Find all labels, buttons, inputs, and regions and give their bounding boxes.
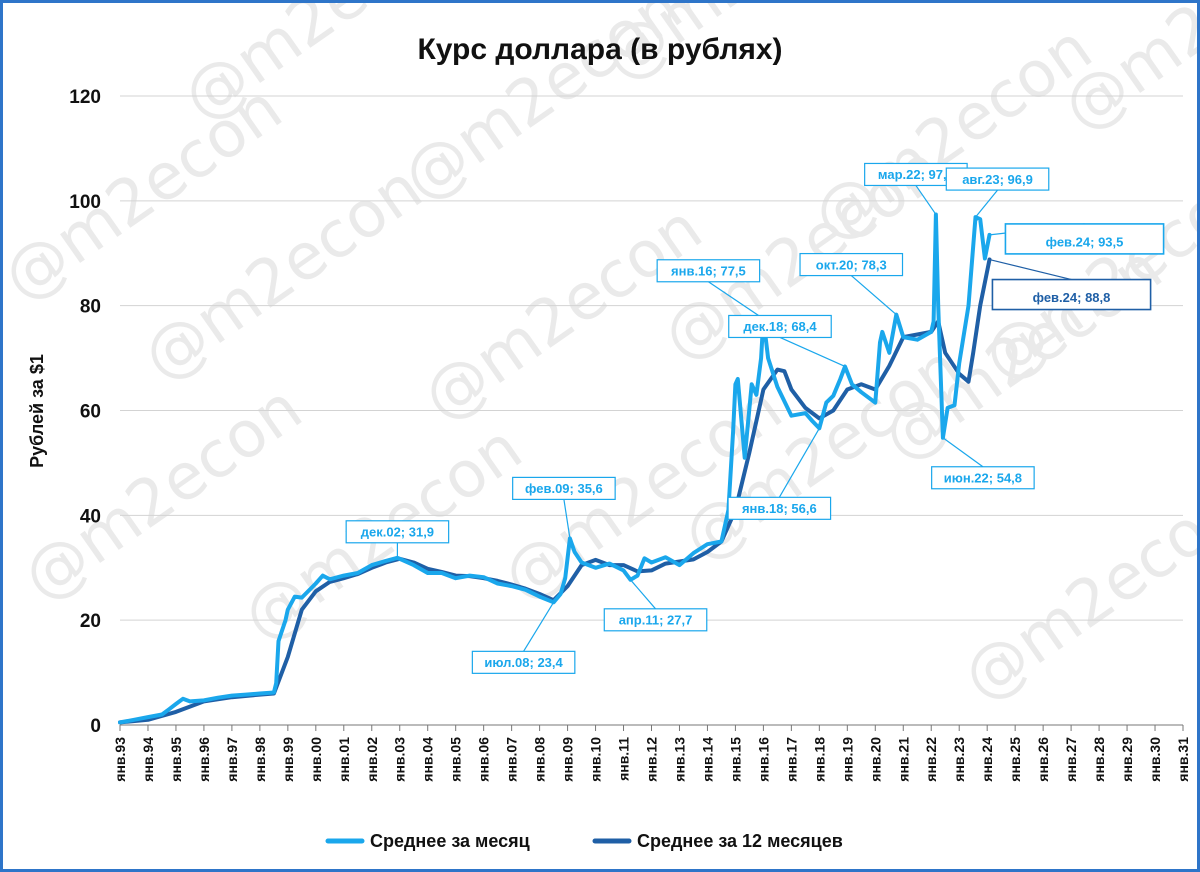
y-tick-label: 60 <box>80 402 101 423</box>
annotation-box <box>727 496 832 520</box>
chart-title: Курс доллара (в рублях) <box>417 33 782 66</box>
annotation-label: окт.20; 78,3 <box>816 257 887 272</box>
x-tick-label: янв.14 <box>699 737 715 782</box>
x-tick-label: янв.19 <box>839 737 855 782</box>
x-tick-label: янв.26 <box>1035 737 1051 782</box>
annotation-leader <box>630 579 656 610</box>
x-tick-label: янв.08 <box>532 737 548 782</box>
watermark-text: @m2econ <box>170 3 476 136</box>
annotation-label: фев.09; 35,6 <box>525 481 603 496</box>
annotation-leader <box>523 602 555 652</box>
annotation-box <box>799 252 904 277</box>
x-tick-label: янв.03 <box>392 737 408 782</box>
annotation-label: янв.16; 77,5 <box>671 263 746 278</box>
legend-label: Среднее за 12 месяцев <box>637 831 843 851</box>
x-tick-label: янв.12 <box>644 737 660 782</box>
y-tick-label: 100 <box>69 192 101 213</box>
x-tick-label: янв.21 <box>895 737 911 782</box>
y-tick-label: 40 <box>80 506 101 527</box>
annotation-box <box>1004 223 1165 255</box>
annotation-label: дек.18; 68,4 <box>743 319 817 334</box>
x-tick-label: янв.07 <box>504 737 520 782</box>
annotation-box <box>991 278 1152 311</box>
annotation-leader <box>989 258 1072 281</box>
x-tick-label: янв.09 <box>560 737 576 782</box>
annotation-label: авг.23; 96,9 <box>962 172 1033 187</box>
x-tick-label: янв.10 <box>588 737 604 782</box>
x-tick-label: янв.31 <box>1175 737 1191 782</box>
annotation-label: дек.02; 31,9 <box>361 524 434 539</box>
y-axis: 0 20 40 60 80 100 120 <box>69 87 101 737</box>
watermark-layer: @m2econ@m2econ@m2econ@m2econ@m2econ@m2ec… <box>3 3 1197 716</box>
annotation-label: июл.08; 23,4 <box>484 655 563 670</box>
legend: Среднее за месяц Среднее за 12 месяцев <box>325 831 843 851</box>
x-tick-label: янв.13 <box>671 737 687 782</box>
annotations: дек.02; 31,9 фев.09; 35,6 июл.08; 23,4 апр.… <box>345 162 1165 674</box>
annotation-leader <box>708 281 764 320</box>
annotation-box <box>656 259 761 283</box>
y-tick-label: 0 <box>90 716 101 737</box>
y-tick-label: 120 <box>69 87 101 108</box>
x-tick-label: янв.17 <box>783 737 799 782</box>
y-axis-label: Рублей за $1 <box>27 354 47 468</box>
x-tick-label: янв.06 <box>476 737 492 782</box>
x-tick-label: янв.29 <box>1119 737 1135 782</box>
x-tick-label: янв.22 <box>923 737 939 782</box>
exchange-rate-chart: @m2econ@m2econ@m2econ@m2econ@m2econ@m2ec… <box>3 3 1197 851</box>
x-tick-label: янв.27 <box>1063 737 1079 782</box>
annotation-label: фев.24; 93,5 <box>1046 234 1124 249</box>
x-tick-label: янв.24 <box>979 737 995 782</box>
x-tick-label: янв.02 <box>364 737 380 782</box>
x-tick-label: янв.93 <box>112 737 128 782</box>
annotation-label: янв.18; 56,6 <box>742 501 817 516</box>
annotation-label: июн.22; 54,8 <box>944 470 1022 485</box>
legend-label: Среднее за месяц <box>370 831 530 851</box>
x-tick-label: янв.30 <box>1147 737 1163 782</box>
x-tick-label: янв.28 <box>1091 737 1107 782</box>
annotation-box <box>728 314 832 339</box>
series-line <box>118 212 992 725</box>
x-tick-label: янв.23 <box>951 737 967 782</box>
annotation-leader <box>942 437 984 468</box>
annotation-box <box>471 650 576 674</box>
x-tick-label: янв.16 <box>755 737 771 782</box>
series-lines <box>118 212 992 725</box>
watermark-text: @m2econ <box>800 11 1106 256</box>
annotation-box <box>345 520 450 544</box>
x-tick-label: янв.04 <box>420 737 436 782</box>
annotation-box <box>945 167 1050 191</box>
annotation-box <box>512 476 616 500</box>
x-tick-label: янв.11 <box>616 737 632 781</box>
x-tick-label: янв.20 <box>867 737 883 782</box>
annotation-label: апр.11; 27,7 <box>619 612 693 627</box>
x-tick-label: янв.97 <box>224 737 240 782</box>
x-tick-label: янв.05 <box>448 737 464 782</box>
annotation-leader <box>915 185 937 215</box>
x-tick-label: янв.18 <box>811 737 827 782</box>
x-tick-label: янв.15 <box>727 737 743 782</box>
annotation-box <box>603 608 708 632</box>
x-tick-label: янв.01 <box>336 737 352 782</box>
x-axis: янв.93 янв.94 янв.95 янв.96 янв.97 янв.98 янв.… <box>112 725 1191 782</box>
y-tick-label: 80 <box>80 297 101 318</box>
x-tick-label: янв.00 <box>308 737 324 782</box>
annotation-leader <box>563 499 571 539</box>
annotation-leader <box>850 275 897 316</box>
x-tick-label: янв.96 <box>196 737 212 782</box>
x-tick-label: янв.98 <box>252 737 268 782</box>
x-tick-label: янв.94 <box>140 737 156 782</box>
annotation-box <box>931 466 1035 490</box>
x-tick-label: янв.95 <box>168 737 184 782</box>
watermark-text: @m2econ <box>950 471 1197 716</box>
y-tick-label: 20 <box>80 611 101 632</box>
annotation-label: мар.22; 97,4 <box>878 167 955 182</box>
annotation-leader <box>779 336 846 368</box>
x-tick-label: янв.99 <box>280 737 296 782</box>
x-tick-label: янв.25 <box>1007 737 1023 782</box>
annotation-leader <box>975 189 998 218</box>
annotation-label: фев.24; 88,8 <box>1033 290 1111 305</box>
annotation-leader <box>778 428 820 498</box>
